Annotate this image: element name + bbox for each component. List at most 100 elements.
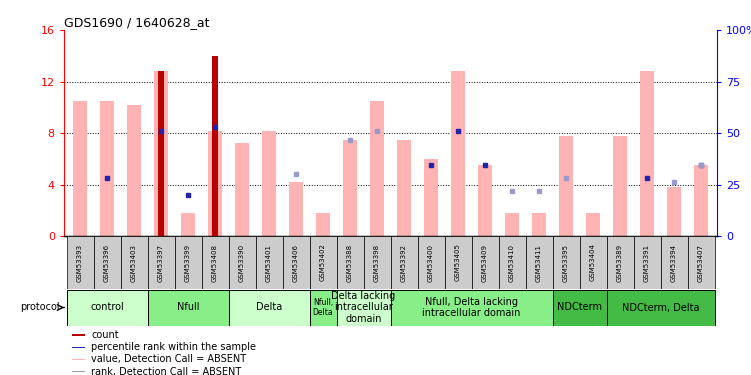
Text: GSM53395: GSM53395 xyxy=(563,243,569,282)
Text: GSM53399: GSM53399 xyxy=(185,243,191,282)
Bar xyxy=(228,290,309,326)
Bar xyxy=(309,236,336,289)
Bar xyxy=(559,136,574,236)
Bar xyxy=(391,290,553,326)
Bar xyxy=(505,213,520,236)
Bar xyxy=(71,359,85,360)
Bar xyxy=(180,213,195,236)
Bar xyxy=(667,187,681,236)
Text: GSM53389: GSM53389 xyxy=(617,243,623,282)
Bar xyxy=(451,71,466,236)
Text: rank, Detection Call = ABSENT: rank, Detection Call = ABSENT xyxy=(92,367,242,375)
Text: GSM53394: GSM53394 xyxy=(671,243,677,282)
Bar xyxy=(147,236,174,289)
Bar xyxy=(687,236,714,289)
Text: GSM53390: GSM53390 xyxy=(239,243,245,282)
Text: GSM53401: GSM53401 xyxy=(266,243,272,282)
Bar xyxy=(315,213,330,236)
Bar xyxy=(661,236,687,289)
Bar xyxy=(553,236,580,289)
Text: GSM53408: GSM53408 xyxy=(212,243,218,282)
Bar xyxy=(363,236,391,289)
Bar xyxy=(532,213,547,236)
Bar xyxy=(261,130,276,236)
Bar xyxy=(634,236,661,289)
Text: Nfull, Delta lacking
intracellular domain: Nfull, Delta lacking intracellular domai… xyxy=(422,297,520,318)
Bar xyxy=(526,236,553,289)
Bar xyxy=(424,159,439,236)
Bar xyxy=(309,290,336,326)
Bar xyxy=(120,236,147,289)
Text: GSM53392: GSM53392 xyxy=(401,243,407,282)
Bar xyxy=(397,140,412,236)
Bar xyxy=(342,140,357,236)
Text: GSM53411: GSM53411 xyxy=(536,243,542,282)
Bar xyxy=(336,236,363,289)
Text: GSM53405: GSM53405 xyxy=(455,244,461,281)
Text: value, Detection Call = ABSENT: value, Detection Call = ABSENT xyxy=(92,354,246,364)
Bar xyxy=(234,144,249,236)
Text: Nfull,
Delta: Nfull, Delta xyxy=(312,298,333,317)
Text: GSM53400: GSM53400 xyxy=(428,243,434,282)
Text: GSM53397: GSM53397 xyxy=(158,243,164,282)
Bar xyxy=(147,290,228,326)
Bar xyxy=(586,213,601,236)
Bar xyxy=(201,236,228,289)
Bar xyxy=(640,71,654,236)
Bar xyxy=(71,346,85,348)
Bar xyxy=(94,236,120,289)
Text: GSM53391: GSM53391 xyxy=(644,243,650,282)
Bar xyxy=(499,236,526,289)
Text: GSM53388: GSM53388 xyxy=(347,243,353,282)
Bar xyxy=(213,56,218,236)
Bar xyxy=(607,290,714,326)
Bar xyxy=(127,105,141,236)
Text: GSM53402: GSM53402 xyxy=(320,244,326,281)
Bar xyxy=(174,236,201,289)
Bar xyxy=(391,236,418,289)
Bar xyxy=(67,236,94,289)
Text: GSM53409: GSM53409 xyxy=(482,243,488,282)
Bar xyxy=(553,290,607,326)
Text: Nfull: Nfull xyxy=(176,303,199,312)
Bar xyxy=(282,236,309,289)
Text: Delta lacking
intracellular
domain: Delta lacking intracellular domain xyxy=(331,291,396,324)
Text: GSM53410: GSM53410 xyxy=(509,243,515,282)
Text: Delta: Delta xyxy=(256,303,282,312)
Bar xyxy=(694,165,708,236)
Text: GSM53398: GSM53398 xyxy=(374,243,380,282)
Bar xyxy=(71,334,85,336)
Text: count: count xyxy=(92,330,119,340)
Bar xyxy=(580,236,607,289)
Bar xyxy=(100,101,114,236)
Bar xyxy=(228,236,255,289)
Text: NDCterm, Delta: NDCterm, Delta xyxy=(622,303,699,312)
Text: protocol: protocol xyxy=(20,303,60,312)
Bar xyxy=(472,236,499,289)
Bar xyxy=(445,236,472,289)
Bar xyxy=(73,101,87,236)
Bar xyxy=(336,290,391,326)
Text: GSM53406: GSM53406 xyxy=(293,243,299,282)
Bar xyxy=(158,71,164,236)
Text: percentile rank within the sample: percentile rank within the sample xyxy=(92,342,256,352)
Bar xyxy=(67,290,147,326)
Text: GSM53403: GSM53403 xyxy=(131,243,137,282)
Bar xyxy=(369,101,385,236)
Bar xyxy=(71,371,85,372)
Bar xyxy=(418,236,445,289)
Bar xyxy=(207,130,222,236)
Text: GSM53396: GSM53396 xyxy=(104,243,110,282)
Bar xyxy=(255,236,282,289)
Text: GDS1690 / 1640628_at: GDS1690 / 1640628_at xyxy=(64,16,210,29)
Text: control: control xyxy=(90,303,124,312)
Bar xyxy=(478,165,493,236)
Bar xyxy=(288,182,303,236)
Text: GSM53393: GSM53393 xyxy=(77,243,83,282)
Text: GSM53404: GSM53404 xyxy=(590,244,596,281)
Bar xyxy=(154,71,168,236)
Text: GSM53407: GSM53407 xyxy=(698,243,704,282)
Bar xyxy=(613,136,627,236)
Bar xyxy=(607,236,634,289)
Text: NDCterm: NDCterm xyxy=(557,303,602,312)
